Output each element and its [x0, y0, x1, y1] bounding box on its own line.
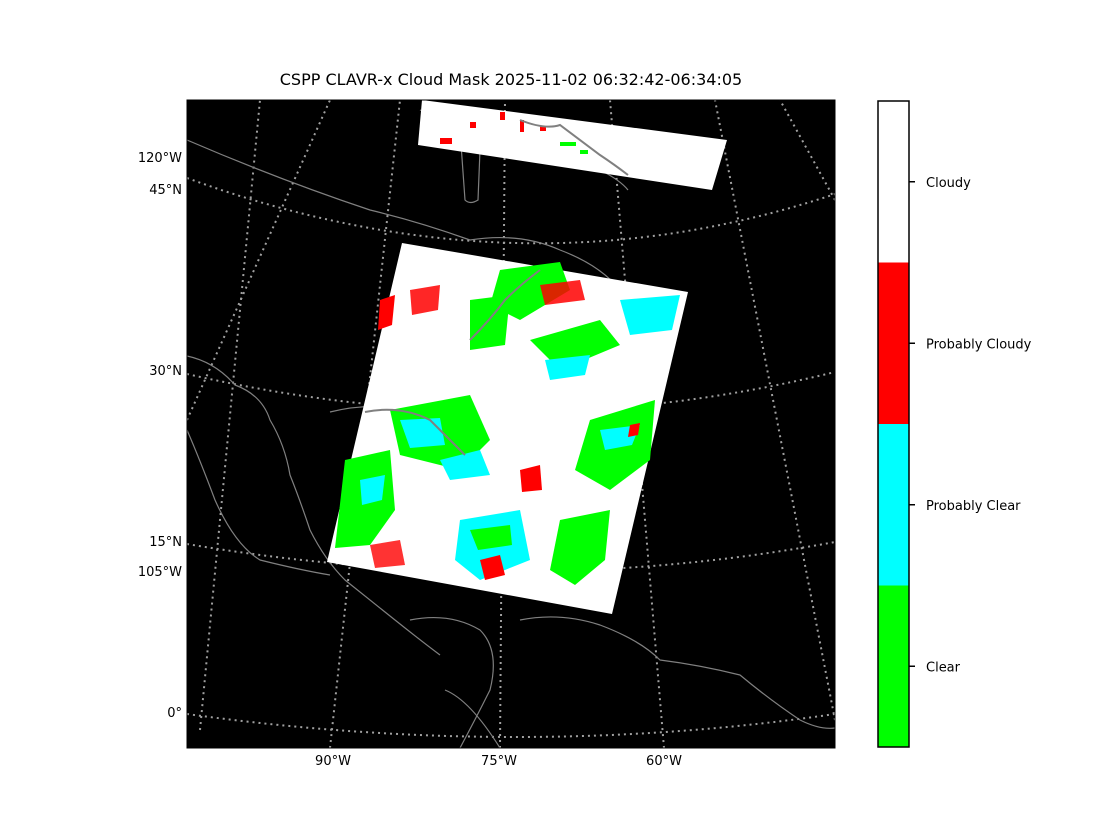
lat-label-30n: 30°N [149, 364, 182, 379]
map-axis-labels: 120°W 45°N 30°N 15°N 105°W 0° 90°W 75°W … [138, 151, 682, 769]
swath-north [418, 100, 727, 190]
parallel-45n [187, 177, 835, 245]
colorbar-segment-probably-cloudy [878, 262, 909, 424]
lon-label-60w: 60°W [646, 754, 682, 769]
map-frame [186, 99, 836, 749]
colorbar-label: Probably Clear [926, 499, 1021, 514]
colorbar-segment-probably-clear [878, 424, 909, 586]
colorbar-frame [877, 100, 910, 748]
lon-label-90w: 90°W [315, 754, 351, 769]
lat-label-0: 0° [167, 706, 182, 721]
lon-label-105w: 105°W [138, 565, 182, 580]
colorbar-legend: Cloudy Probably Cloudy Probably Clear Clear [877, 100, 1032, 748]
map-title: CSPP CLAVR-x Cloud Mask 2025-11-02 06:32… [279, 70, 743, 89]
map-panel [186, 99, 836, 749]
lat-label-15n: 15°N [149, 535, 182, 550]
swath-main [327, 243, 688, 614]
meridian-120w [187, 100, 331, 421]
lon-label-120w: 120°W [138, 151, 182, 166]
meridian-30w [779, 100, 835, 201]
colorbar-segment-clear [878, 585, 909, 747]
colorbar-label: Cloudy [926, 176, 971, 191]
colorbar-label: Clear [926, 660, 961, 675]
colorbar-segment-cloudy [878, 101, 909, 263]
lon-label-75w: 75°W [481, 754, 517, 769]
colorbar-label: Probably Cloudy [926, 337, 1032, 352]
lat-label-45n: 45°N [149, 183, 182, 198]
